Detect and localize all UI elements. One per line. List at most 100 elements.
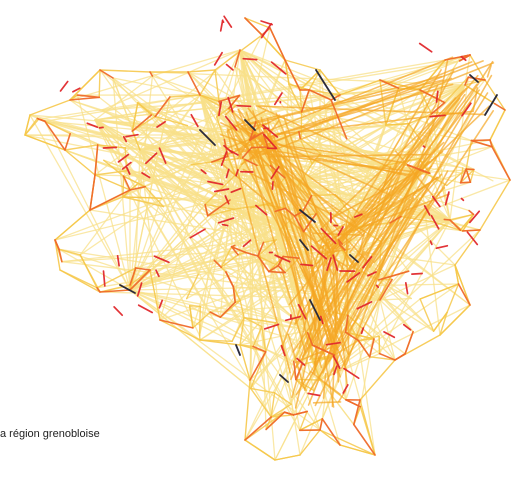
flow-line-high — [204, 203, 209, 217]
flow-line-very-high — [260, 22, 273, 39]
flow-line-low — [79, 254, 101, 293]
flow-line-low — [214, 69, 220, 103]
flow-line-very-high — [271, 180, 274, 190]
flow-line-very-low — [112, 77, 231, 201]
flow-line-high — [94, 144, 99, 176]
flow-line-medium — [394, 150, 436, 199]
flow-line-high — [308, 89, 332, 101]
flow-line-very-high — [213, 188, 230, 193]
flow-line-medium — [278, 144, 407, 177]
flow-line-medium — [309, 110, 495, 392]
flow-line-low — [359, 406, 376, 456]
flow-line-low — [137, 102, 156, 118]
flow-line-very-low — [229, 142, 424, 201]
flow-line-high — [459, 181, 472, 184]
flow-line-high — [344, 314, 349, 334]
flow-line-very-high — [346, 272, 361, 283]
flow-line-low — [94, 170, 128, 176]
flow-line-low — [243, 316, 277, 324]
flow-line-very-high — [255, 204, 268, 216]
flow-line-very-high — [353, 213, 363, 218]
flow-line-very-high — [223, 15, 233, 28]
flow-line-very-low — [99, 69, 321, 381]
flow-line-high — [467, 76, 486, 81]
flow-line-low — [462, 213, 475, 232]
flow-line-extreme — [235, 344, 241, 356]
flow-line-very-high — [435, 244, 449, 250]
flow-line-very-high — [217, 217, 235, 224]
flow-line-very-high — [383, 331, 396, 339]
flow-line-extreme — [315, 69, 336, 101]
flow-line-low — [369, 356, 396, 361]
flow-line-very-high — [158, 147, 167, 164]
flow-line-low — [400, 215, 434, 223]
flow-line-high — [219, 301, 236, 319]
flow-line-outline — [479, 179, 511, 231]
flow-line-low — [220, 266, 227, 273]
flow-line-very-high — [72, 87, 81, 93]
flow-line-medium — [436, 58, 449, 112]
flow-line-high — [368, 338, 375, 358]
flow-line-high — [44, 120, 66, 151]
flow-line-very-high — [332, 254, 339, 271]
flow-line-low — [268, 255, 284, 273]
flow-line-medium — [313, 242, 330, 375]
flow-line-very-high — [404, 282, 409, 295]
flow-line-extreme — [469, 74, 479, 83]
flow-line-medium — [340, 170, 449, 369]
flow-line-low — [319, 429, 376, 456]
flow-line-high — [295, 363, 303, 381]
flow-line-very-low — [219, 316, 311, 331]
flow-line-very-high — [220, 151, 228, 167]
flow-line-high — [54, 239, 60, 251]
flow-line-high — [234, 49, 241, 68]
flow-line-very-low — [129, 289, 233, 342]
flow-line-low — [273, 392, 292, 405]
flow-line-very-low — [154, 115, 281, 231]
flow-line-high — [298, 131, 302, 140]
flow-line-high — [249, 350, 267, 381]
flow-line-high — [491, 145, 511, 181]
flow-line-very-low — [149, 84, 466, 271]
flow-line-very-high — [362, 255, 373, 269]
flow-line-high — [149, 71, 154, 77]
flow-line-very-low — [58, 248, 131, 291]
flow-line-very-low — [129, 197, 162, 291]
flow-line-very-low — [94, 119, 245, 319]
flow-line-high — [209, 311, 222, 319]
flow-line-very-high — [310, 245, 328, 260]
flow-line-low — [188, 305, 194, 329]
flow-line-high — [465, 168, 472, 183]
flow-line-low — [293, 332, 309, 363]
flow-line-medium — [472, 87, 479, 113]
flow-line-low — [252, 325, 263, 348]
flow-line-very-high — [460, 55, 467, 62]
flow-line-low — [103, 159, 125, 177]
flow-line-very-high — [190, 113, 199, 128]
flow-line-very-low — [229, 199, 435, 332]
flow-line-very-high — [189, 228, 206, 239]
flow-line-medium — [314, 197, 415, 407]
flow-line-high — [89, 174, 96, 211]
flow-line-medium — [278, 75, 443, 118]
flow-line-medium — [280, 317, 294, 349]
flow-line-very-high — [218, 101, 223, 117]
flow-line-very-high — [431, 195, 441, 208]
flow-line-extreme — [119, 284, 136, 294]
flow-line-low — [469, 168, 475, 183]
flow-line-medium — [322, 87, 468, 228]
flow-line-very-low — [293, 219, 451, 363]
flow-line-low — [239, 316, 245, 346]
flow-line-very-low — [162, 84, 466, 208]
flow-line-outline — [484, 79, 506, 111]
flow-line-very-high — [125, 133, 139, 138]
flow-line-extreme — [484, 94, 498, 116]
flow-line-very-low — [274, 84, 466, 461]
flow-line-high — [129, 267, 137, 286]
flow-line-low — [185, 273, 199, 300]
flow-line-low — [464, 79, 486, 86]
flow-line-very-low — [58, 248, 311, 331]
flow-line-very-high — [221, 223, 229, 227]
flow-line-high — [459, 168, 468, 184]
